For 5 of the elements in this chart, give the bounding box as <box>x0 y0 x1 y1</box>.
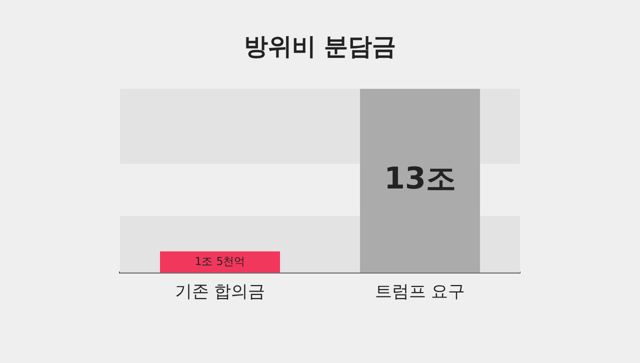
x-tick-label: 기존 합의금 <box>174 282 266 302</box>
data-label: 1조 5천억 <box>194 254 246 268</box>
chart-title: 방위비 분담금 <box>244 32 396 61</box>
x-tick-label: 트럼프 요구 <box>374 282 466 302</box>
data-label: 13조 <box>384 161 456 196</box>
